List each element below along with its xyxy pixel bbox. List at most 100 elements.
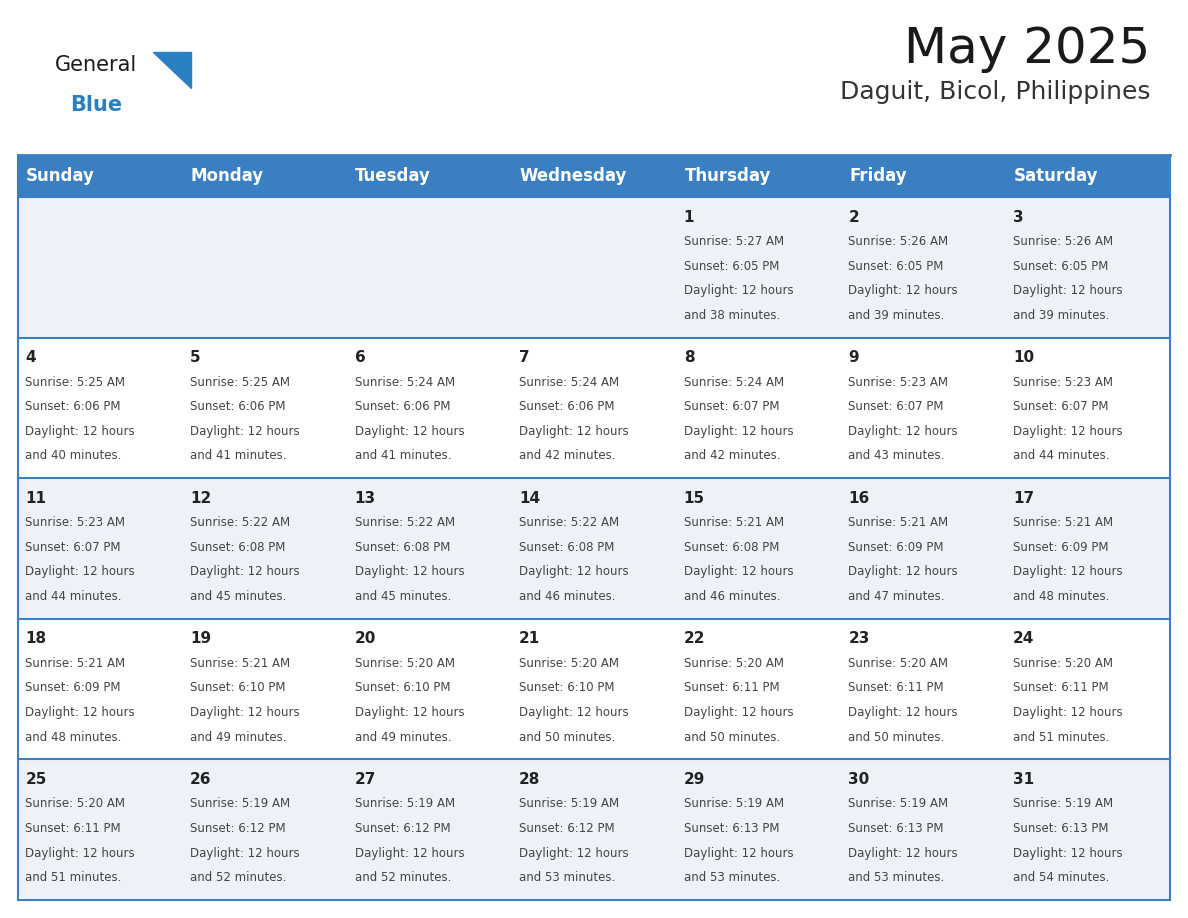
Text: Sunset: 6:12 PM: Sunset: 6:12 PM [354,822,450,835]
Text: Sunrise: 5:20 AM: Sunrise: 5:20 AM [848,656,948,670]
Text: Daylight: 12 hours: Daylight: 12 hours [683,565,794,578]
Text: 23: 23 [848,632,870,646]
Text: Sunrise: 5:19 AM: Sunrise: 5:19 AM [683,798,784,811]
Bar [18,338,1170,478]
Text: Sunset: 6:10 PM: Sunset: 6:10 PM [519,681,614,694]
Text: Sunrise: 5:20 AM: Sunrise: 5:20 AM [25,798,126,811]
Text: 30: 30 [848,772,870,787]
Text: Sunrise: 5:21 AM: Sunrise: 5:21 AM [683,516,784,529]
Text: Sunrise: 5:20 AM: Sunrise: 5:20 AM [519,656,619,670]
Text: Daylight: 12 hours: Daylight: 12 hours [519,846,628,859]
Text: Sunrise: 5:21 AM: Sunrise: 5:21 AM [25,656,126,670]
Text: and 42 minutes.: and 42 minutes. [683,450,781,463]
Text: 4: 4 [25,351,36,365]
Text: 21: 21 [519,632,541,646]
Text: Sunset: 6:10 PM: Sunset: 6:10 PM [190,681,285,694]
Text: Sunset: 6:06 PM: Sunset: 6:06 PM [25,400,121,413]
Text: and 51 minutes.: and 51 minutes. [25,871,122,884]
Text: and 46 minutes.: and 46 minutes. [519,590,615,603]
Text: 10: 10 [1013,351,1034,365]
Text: Daguit, Bicol, Philippines: Daguit, Bicol, Philippines [840,80,1150,104]
Text: and 46 minutes.: and 46 minutes. [683,590,781,603]
Text: Daylight: 12 hours: Daylight: 12 hours [354,425,465,438]
Text: and 45 minutes.: and 45 minutes. [190,590,286,603]
Text: Daylight: 12 hours: Daylight: 12 hours [848,846,958,859]
Text: 17: 17 [1013,491,1034,506]
Text: Sunrise: 5:23 AM: Sunrise: 5:23 AM [848,375,948,388]
Text: Daylight: 12 hours: Daylight: 12 hours [354,846,465,859]
Text: 20: 20 [354,632,375,646]
Text: 2: 2 [848,209,859,225]
Text: and 50 minutes.: and 50 minutes. [519,731,615,744]
Bar [183,155,347,197]
Text: Daylight: 12 hours: Daylight: 12 hours [1013,846,1123,859]
Text: Sunset: 6:09 PM: Sunset: 6:09 PM [25,681,121,694]
Text: Sunrise: 5:27 AM: Sunrise: 5:27 AM [683,235,784,248]
Text: Sunset: 6:08 PM: Sunset: 6:08 PM [354,541,450,554]
Text: Monday: Monday [191,167,264,185]
Text: 28: 28 [519,772,541,787]
Text: Sunset: 6:11 PM: Sunset: 6:11 PM [1013,681,1108,694]
Text: 6: 6 [354,351,365,365]
Text: Sunset: 6:13 PM: Sunset: 6:13 PM [683,822,779,835]
Text: Sunset: 6:06 PM: Sunset: 6:06 PM [190,400,285,413]
Text: 15: 15 [683,491,704,506]
Text: Blue: Blue [70,95,122,115]
Text: Daylight: 12 hours: Daylight: 12 hours [190,425,299,438]
Text: and 52 minutes.: and 52 minutes. [354,871,451,884]
Text: Thursday: Thursday [684,167,771,185]
Text: Daylight: 12 hours: Daylight: 12 hours [25,846,135,859]
Bar [18,619,1170,759]
Bar [841,155,1005,197]
Text: Saturday: Saturday [1013,167,1098,185]
Text: Sunrise: 5:19 AM: Sunrise: 5:19 AM [190,798,290,811]
Text: Daylight: 12 hours: Daylight: 12 hours [190,706,299,719]
Text: 12: 12 [190,491,211,506]
Text: 26: 26 [190,772,211,787]
Text: and 49 minutes.: and 49 minutes. [190,731,286,744]
Text: Daylight: 12 hours: Daylight: 12 hours [683,706,794,719]
Text: Sunset: 6:13 PM: Sunset: 6:13 PM [848,822,943,835]
Text: Sunrise: 5:22 AM: Sunrise: 5:22 AM [354,516,455,529]
Text: Sunrise: 5:21 AM: Sunrise: 5:21 AM [1013,516,1113,529]
Text: Daylight: 12 hours: Daylight: 12 hours [848,706,958,719]
Text: Sunrise: 5:22 AM: Sunrise: 5:22 AM [190,516,290,529]
Text: Sunset: 6:07 PM: Sunset: 6:07 PM [25,541,121,554]
Bar [18,197,1170,338]
Text: Sunrise: 5:26 AM: Sunrise: 5:26 AM [1013,235,1113,248]
Text: and 45 minutes.: and 45 minutes. [354,590,451,603]
Text: Daylight: 12 hours: Daylight: 12 hours [25,425,135,438]
Text: Sunset: 6:07 PM: Sunset: 6:07 PM [848,400,943,413]
Text: Daylight: 12 hours: Daylight: 12 hours [683,846,794,859]
Text: 14: 14 [519,491,541,506]
Text: Sunrise: 5:23 AM: Sunrise: 5:23 AM [25,516,126,529]
Text: 19: 19 [190,632,211,646]
Text: Daylight: 12 hours: Daylight: 12 hours [354,565,465,578]
Text: Sunset: 6:11 PM: Sunset: 6:11 PM [848,681,944,694]
Text: Sunset: 6:12 PM: Sunset: 6:12 PM [519,822,614,835]
Text: 11: 11 [25,491,46,506]
Text: Daylight: 12 hours: Daylight: 12 hours [519,425,628,438]
Text: Daylight: 12 hours: Daylight: 12 hours [354,706,465,719]
Text: Sunrise: 5:25 AM: Sunrise: 5:25 AM [25,375,126,388]
Polygon shape [153,52,191,88]
Text: 16: 16 [848,491,870,506]
Text: Friday: Friday [849,167,906,185]
Text: and 40 minutes.: and 40 minutes. [25,450,122,463]
Text: Daylight: 12 hours: Daylight: 12 hours [1013,706,1123,719]
Text: and 51 minutes.: and 51 minutes. [1013,731,1110,744]
Text: and 48 minutes.: and 48 minutes. [1013,590,1110,603]
Text: Daylight: 12 hours: Daylight: 12 hours [519,706,628,719]
Text: Sunset: 6:05 PM: Sunset: 6:05 PM [848,260,943,273]
Text: Daylight: 12 hours: Daylight: 12 hours [1013,285,1123,297]
Text: and 54 minutes.: and 54 minutes. [1013,871,1110,884]
Text: Sunset: 6:06 PM: Sunset: 6:06 PM [519,400,614,413]
Text: Sunset: 6:11 PM: Sunset: 6:11 PM [25,822,121,835]
Text: and 44 minutes.: and 44 minutes. [25,590,122,603]
Text: Sunset: 6:08 PM: Sunset: 6:08 PM [683,541,779,554]
Text: 18: 18 [25,632,46,646]
Bar [676,155,841,197]
Text: Daylight: 12 hours: Daylight: 12 hours [848,565,958,578]
Text: Sunrise: 5:20 AM: Sunrise: 5:20 AM [1013,656,1113,670]
Text: Sunday: Sunday [26,167,95,185]
